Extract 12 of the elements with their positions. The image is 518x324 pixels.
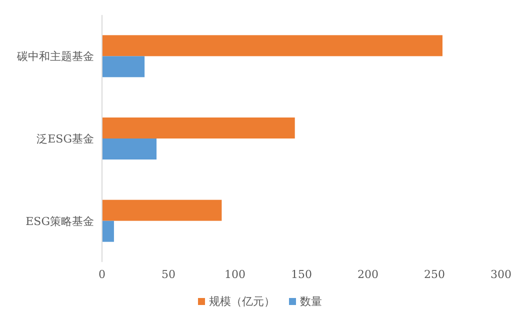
x-tick-label: 250 bbox=[424, 268, 445, 281]
x-tick-label: 150 bbox=[291, 268, 312, 281]
y-tick-label: 泛ESG基金 bbox=[36, 132, 94, 146]
x-tick-label: 0 bbox=[98, 268, 106, 281]
legend-label: 规模（亿元） bbox=[209, 295, 275, 308]
legend-label: 数量 bbox=[300, 295, 322, 308]
x-tick-label: 200 bbox=[358, 268, 378, 281]
y-tick-label: 碳中和主题基金 bbox=[16, 50, 94, 64]
y-tick-label: ESG策略基金 bbox=[26, 214, 94, 228]
x-tick-label: 300 bbox=[490, 268, 512, 281]
x-tick-label: 50 bbox=[162, 268, 176, 281]
x-tick-label: 100 bbox=[224, 268, 246, 281]
